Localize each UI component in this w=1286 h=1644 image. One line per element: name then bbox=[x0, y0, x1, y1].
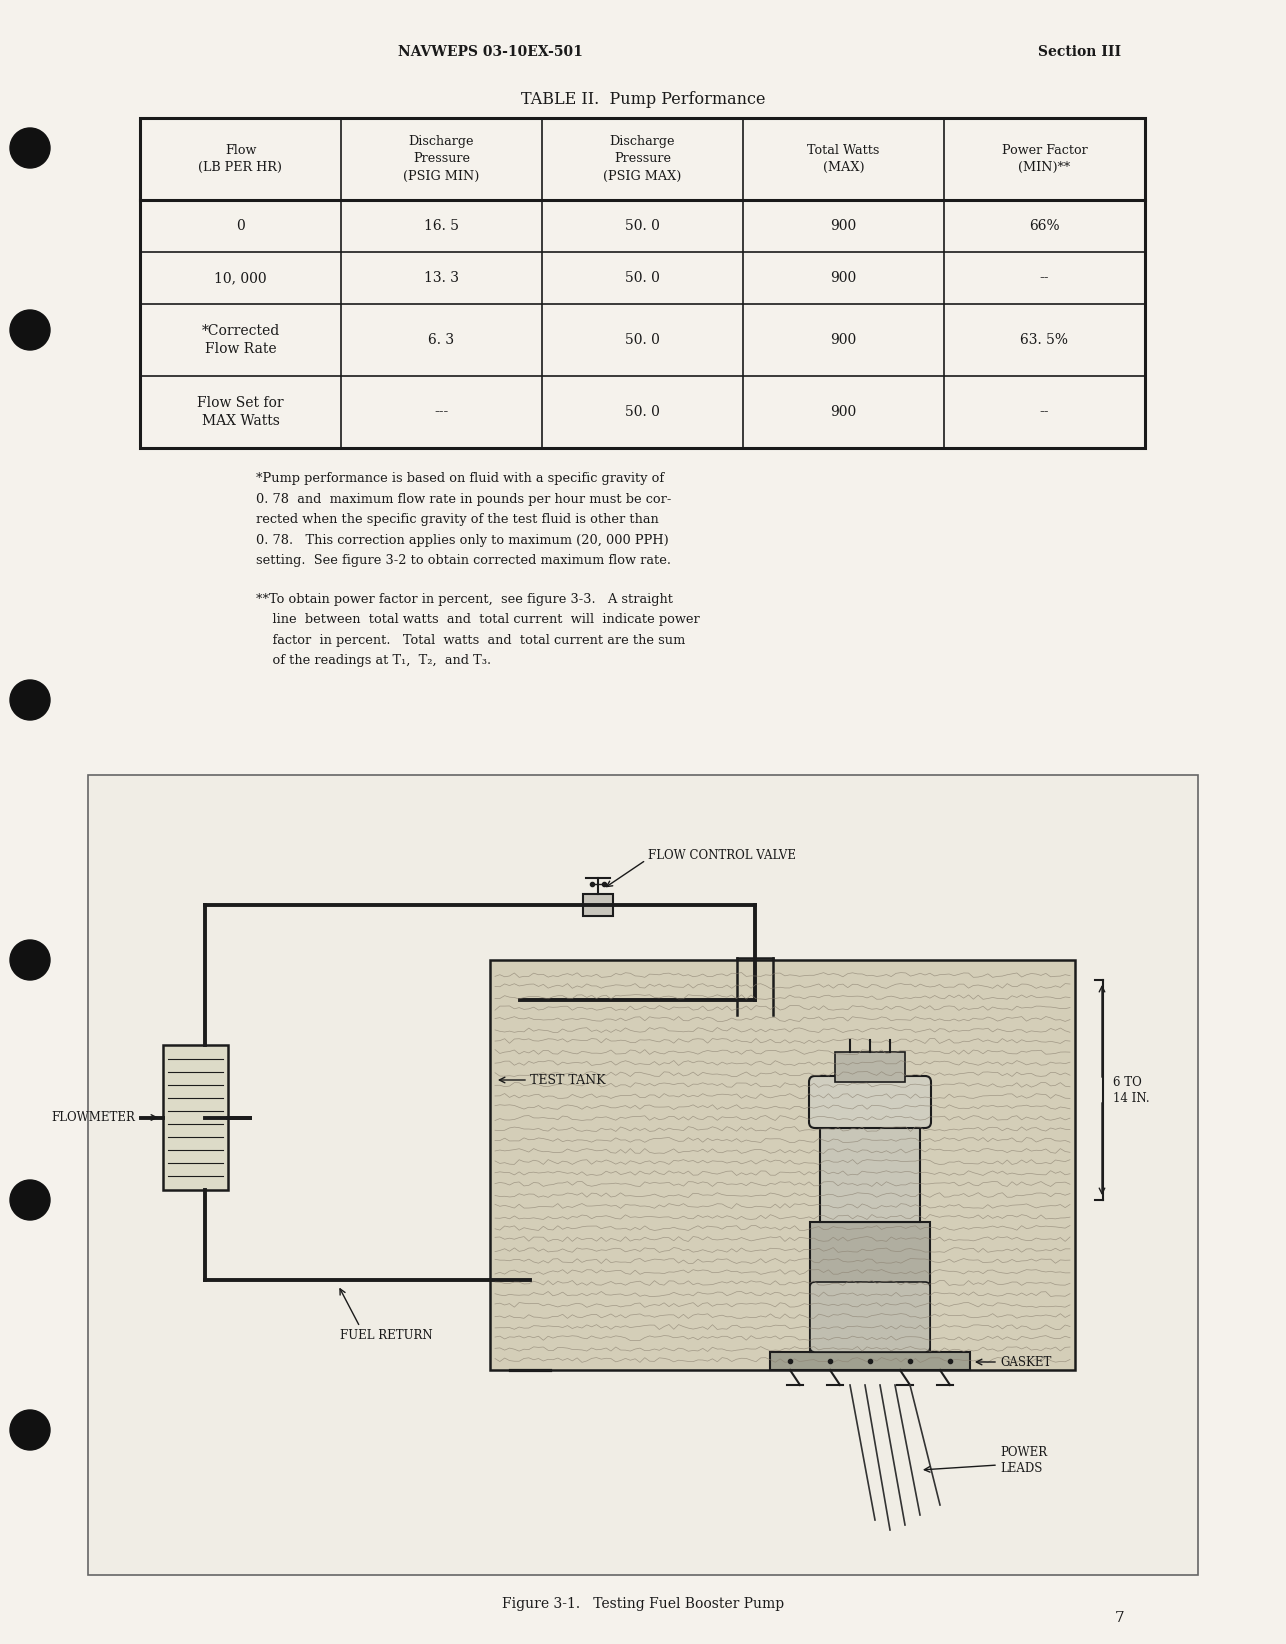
Text: FUEL RETURN: FUEL RETURN bbox=[340, 1328, 432, 1342]
Bar bbox=[490, 960, 1075, 1369]
Text: 0. 78  and  maximum flow rate in pounds per hour must be cor-: 0. 78 and maximum flow rate in pounds pe… bbox=[256, 493, 671, 505]
Text: --: -- bbox=[1040, 271, 1049, 284]
Text: 900: 900 bbox=[831, 271, 856, 284]
Text: 50. 0: 50. 0 bbox=[625, 404, 660, 419]
Text: POWER
LEADS: POWER LEADS bbox=[1001, 1445, 1047, 1475]
Bar bbox=[770, 1351, 970, 1369]
Text: --: -- bbox=[1040, 404, 1049, 419]
Text: 10, 000: 10, 000 bbox=[215, 271, 266, 284]
Bar bbox=[820, 1121, 919, 1221]
Circle shape bbox=[10, 311, 50, 350]
Circle shape bbox=[10, 1411, 50, 1450]
Text: 900: 900 bbox=[831, 404, 856, 419]
Bar bbox=[583, 894, 613, 916]
Text: TEST TANK: TEST TANK bbox=[530, 1074, 606, 1087]
Text: line  between  total watts  and  total current  will  indicate power: line between total watts and total curre… bbox=[256, 613, 700, 626]
Text: Section III: Section III bbox=[1038, 44, 1121, 59]
Text: 50. 0: 50. 0 bbox=[625, 219, 660, 233]
Circle shape bbox=[10, 128, 50, 168]
Text: FLOWMETER: FLOWMETER bbox=[51, 1111, 135, 1124]
Text: 63. 5%: 63. 5% bbox=[1021, 334, 1069, 347]
Text: of the readings at T₁,  T₂,  and T₃.: of the readings at T₁, T₂, and T₃. bbox=[256, 654, 491, 667]
Text: 0. 78.   This correction applies only to maximum (20, 000 PPH): 0. 78. This correction applies only to m… bbox=[256, 534, 669, 546]
Text: Discharge
Pressure
(PSIG MAX): Discharge Pressure (PSIG MAX) bbox=[603, 135, 682, 182]
Text: 66%: 66% bbox=[1029, 219, 1060, 233]
Bar bbox=[835, 1052, 905, 1082]
Text: 6 TO
14 IN.: 6 TO 14 IN. bbox=[1112, 1075, 1150, 1105]
Text: TABLE II.  Pump Performance: TABLE II. Pump Performance bbox=[521, 92, 765, 109]
Text: *Pump performance is based on fluid with a specific gravity of: *Pump performance is based on fluid with… bbox=[256, 472, 664, 485]
Text: Flow
(LB PER HR): Flow (LB PER HR) bbox=[198, 145, 283, 174]
Text: 50. 0: 50. 0 bbox=[625, 271, 660, 284]
Text: factor  in percent.   Total  watts  and  total current are the sum: factor in percent. Total watts and total… bbox=[256, 633, 685, 646]
Text: 50. 0: 50. 0 bbox=[625, 334, 660, 347]
Text: Flow Set for
MAX Watts: Flow Set for MAX Watts bbox=[197, 396, 284, 427]
Text: 13. 3: 13. 3 bbox=[424, 271, 459, 284]
Text: NAVWEPS 03-10EX-501: NAVWEPS 03-10EX-501 bbox=[397, 44, 583, 59]
Text: **To obtain power factor in percent,  see figure 3-3.   A straight: **To obtain power factor in percent, see… bbox=[256, 592, 673, 605]
Text: 7: 7 bbox=[1115, 1611, 1125, 1624]
Text: 0: 0 bbox=[237, 219, 244, 233]
Text: Total Watts
(MAX): Total Watts (MAX) bbox=[808, 145, 880, 174]
Text: 16. 5: 16. 5 bbox=[424, 219, 459, 233]
Circle shape bbox=[10, 1180, 50, 1220]
Text: setting.  See figure 3-2 to obtain corrected maximum flow rate.: setting. See figure 3-2 to obtain correc… bbox=[256, 554, 671, 567]
Circle shape bbox=[10, 940, 50, 980]
Bar bbox=[87, 774, 1199, 1575]
Text: FLOW CONTROL VALVE: FLOW CONTROL VALVE bbox=[648, 848, 796, 861]
Text: rected when the specific gravity of the test fluid is other than: rected when the specific gravity of the … bbox=[256, 513, 658, 526]
Text: 6. 3: 6. 3 bbox=[428, 334, 454, 347]
Text: Discharge
Pressure
(PSIG MIN): Discharge Pressure (PSIG MIN) bbox=[404, 135, 480, 182]
Bar bbox=[810, 1221, 930, 1351]
FancyBboxPatch shape bbox=[809, 1077, 931, 1128]
Text: Power Factor
(MIN)**: Power Factor (MIN)** bbox=[1002, 145, 1088, 174]
Text: 900: 900 bbox=[831, 334, 856, 347]
Text: 900: 900 bbox=[831, 219, 856, 233]
Text: Figure 3-1.   Testing Fuel Booster Pump: Figure 3-1. Testing Fuel Booster Pump bbox=[502, 1596, 784, 1611]
Bar bbox=[163, 1046, 228, 1190]
FancyBboxPatch shape bbox=[810, 1282, 930, 1351]
Text: ---: --- bbox=[435, 404, 449, 419]
Text: GASKET: GASKET bbox=[1001, 1356, 1052, 1368]
Bar bbox=[140, 118, 1145, 449]
Text: *Corrected
Flow Rate: *Corrected Flow Rate bbox=[202, 324, 279, 357]
Circle shape bbox=[10, 681, 50, 720]
